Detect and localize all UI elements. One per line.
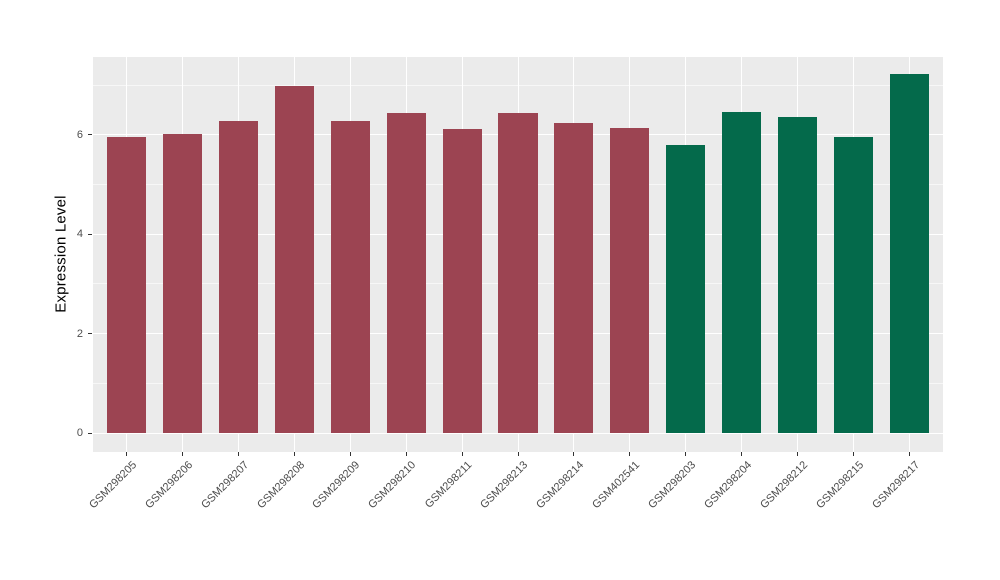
x-tick-mark-GSM402541	[629, 452, 631, 456]
x-tick-label-GSM298212: GSM298212	[757, 459, 811, 512]
x-tick-mark-GSM298207	[237, 452, 239, 456]
bar-GSM298213	[498, 112, 538, 433]
x-tick-mark-GSM298208	[293, 452, 295, 456]
x-tick-label-GSM298205: GSM298205	[86, 459, 140, 512]
bar-GSM298209	[330, 120, 370, 433]
x-tick-label-GSM298208: GSM298208	[254, 459, 307, 512]
x-tick-label-GSM298213: GSM298213	[478, 459, 531, 512]
x-tick-mark-GSM298211	[461, 452, 463, 456]
plot-panel	[93, 57, 943, 452]
bar-GSM298204	[722, 111, 762, 433]
bar-GSM298214	[554, 123, 594, 433]
x-tick-mark-GSM298215	[853, 452, 855, 456]
x-tick-label-GSM402541: GSM402541	[590, 459, 643, 512]
x-tick-mark-GSM298203	[685, 452, 687, 456]
x-tick-mark-GSM298210	[405, 452, 407, 456]
y-tick-mark-0	[88, 432, 92, 434]
bar-GSM402541	[610, 127, 650, 433]
x-tick-label-GSM298217: GSM298217	[869, 459, 922, 512]
bar-GSM298205	[106, 137, 147, 433]
bar-GSM298217	[889, 73, 930, 433]
y-tick-mark-2	[88, 333, 92, 335]
x-tick-label-GSM298204: GSM298204	[701, 459, 755, 512]
bar-GSM298212	[778, 117, 818, 433]
x-tick-label-GSM298207: GSM298207	[198, 459, 251, 512]
bar-GSM298215	[833, 137, 874, 433]
bar-GSM298210	[386, 113, 426, 433]
x-tick-mark-GSM298212	[797, 452, 799, 456]
bar-GSM298207	[218, 120, 258, 433]
y-tick-label-2: 2	[76, 327, 83, 340]
x-tick-mark-GSM298217	[908, 452, 910, 456]
x-tick-mark-GSM298204	[741, 452, 743, 456]
y-tick-mark-4	[88, 233, 92, 235]
y-axis-title: Expression Level	[52, 195, 70, 313]
x-tick-label-GSM298211: GSM298211	[422, 459, 475, 511]
x-tick-mark-GSM298205	[126, 452, 128, 456]
y-tick-label-6: 6	[76, 128, 83, 141]
bar-GSM298203	[666, 144, 706, 433]
x-tick-mark-GSM298209	[349, 452, 351, 456]
bar-GSM298211	[442, 129, 482, 433]
x-tick-mark-GSM298206	[181, 452, 183, 456]
x-tick-label-GSM298215: GSM298215	[813, 459, 867, 512]
y-tick-label-4: 4	[76, 228, 83, 241]
y-tick-label-0: 0	[76, 427, 83, 439]
bar-GSM298206	[162, 133, 203, 433]
x-tick-label-GSM298214: GSM298214	[534, 459, 587, 512]
x-tick-mark-GSM298213	[517, 452, 519, 456]
x-tick-label-GSM298206: GSM298206	[142, 459, 195, 512]
bar-GSM298208	[274, 86, 314, 433]
x-tick-label-GSM298210: GSM298210	[366, 459, 419, 512]
y-tick-mark-6	[88, 134, 92, 136]
x-tick-label-GSM298209: GSM298209	[310, 459, 363, 512]
x-tick-mark-GSM298214	[573, 452, 575, 456]
x-tick-label-GSM298203: GSM298203	[646, 459, 699, 512]
